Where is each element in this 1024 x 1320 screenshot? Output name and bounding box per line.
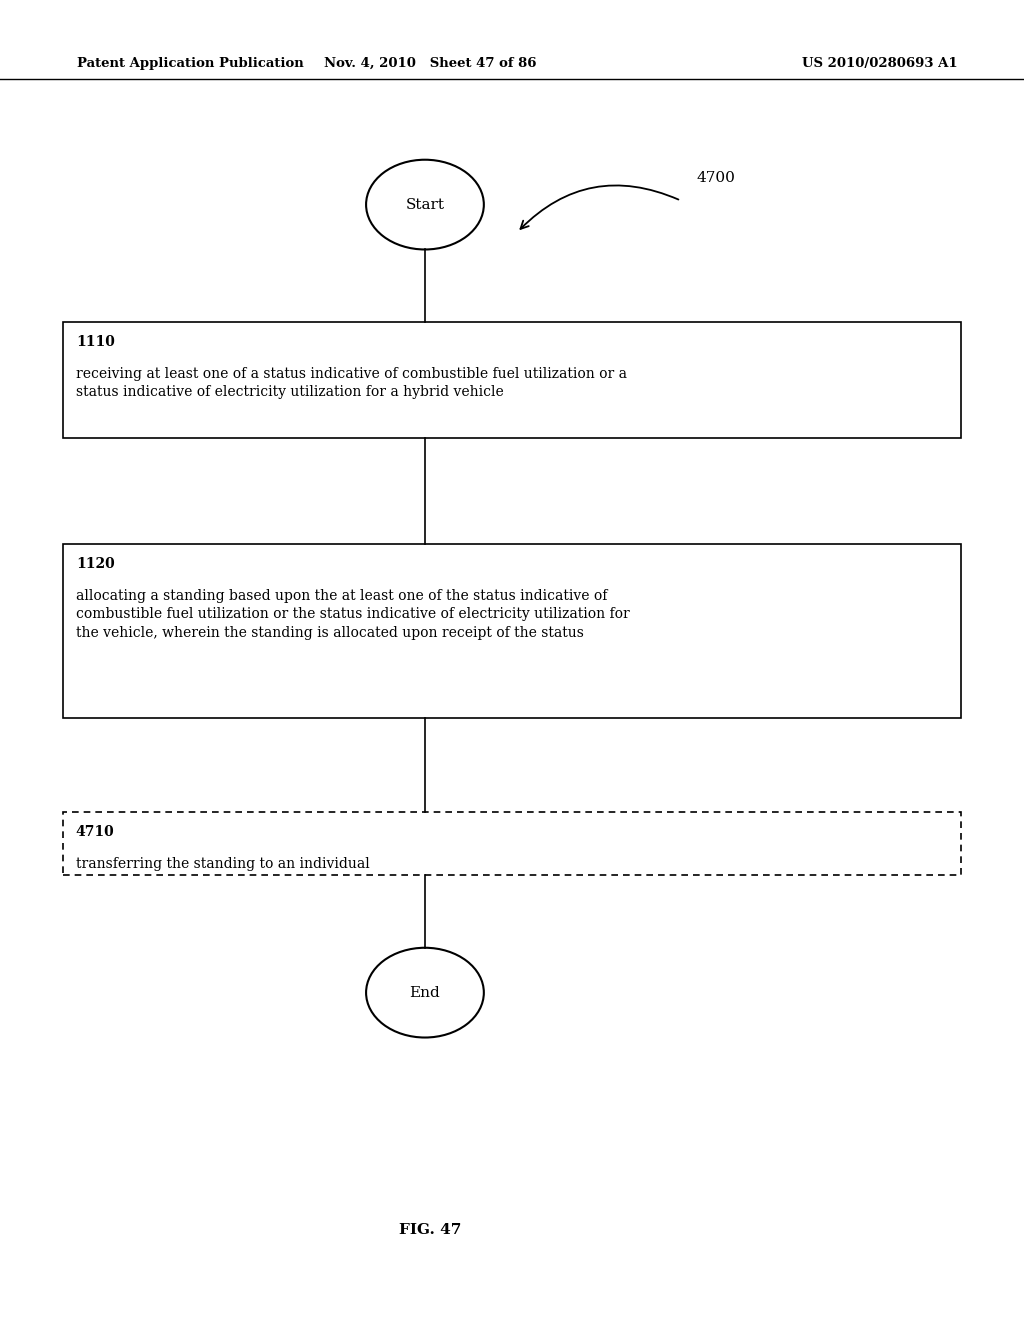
Text: US 2010/0280693 A1: US 2010/0280693 A1 xyxy=(802,57,957,70)
Text: 1110: 1110 xyxy=(76,335,115,350)
Text: 4710: 4710 xyxy=(76,825,115,840)
Text: 1120: 1120 xyxy=(76,557,115,572)
Text: FIG. 47: FIG. 47 xyxy=(399,1224,461,1237)
FancyArrowPatch shape xyxy=(520,185,679,228)
Text: End: End xyxy=(410,986,440,999)
Text: 4700: 4700 xyxy=(696,172,735,185)
Text: Start: Start xyxy=(406,198,444,211)
Text: allocating a standing based upon the at least one of the status indicative of
co: allocating a standing based upon the at … xyxy=(76,589,630,639)
Text: receiving at least one of a status indicative of combustible fuel utilization or: receiving at least one of a status indic… xyxy=(76,367,627,400)
Bar xyxy=(63,322,961,438)
Bar xyxy=(63,812,961,875)
Text: Nov. 4, 2010   Sheet 47 of 86: Nov. 4, 2010 Sheet 47 of 86 xyxy=(324,57,537,70)
Text: transferring the standing to an individual: transferring the standing to an individu… xyxy=(76,857,370,871)
Text: Patent Application Publication: Patent Application Publication xyxy=(77,57,303,70)
Bar xyxy=(63,544,961,718)
